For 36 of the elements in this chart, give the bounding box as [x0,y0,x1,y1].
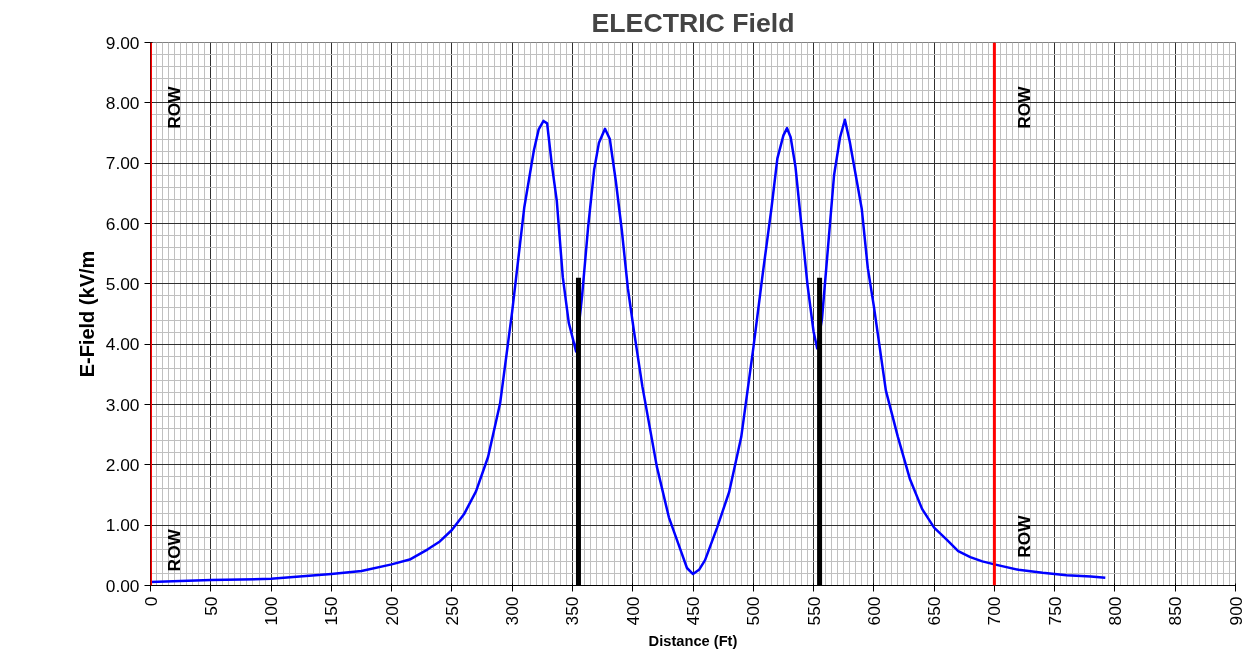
x-tick-label: 600 [863,596,884,626]
x-tick-label: 450 [683,596,703,626]
y-tick-label: 3.00 [105,394,140,415]
x-tick-label: 0 [140,596,161,607]
annotation: ROW [164,528,185,572]
y-tick-label: 8.00 [105,92,140,113]
y-tick-label: 2.00 [105,454,140,475]
x-tick-label: 150 [321,596,342,626]
chart-title: ELECTRIC Field [591,7,795,38]
annotation: ROW [1013,514,1034,558]
x-tick-label: 300 [502,596,523,626]
x-tick-label: 550 [803,596,824,626]
y-tick-label: 7.00 [105,153,140,174]
x-tick-label: 50 [200,596,221,616]
annotation: ROW [164,85,185,129]
y-tick-label: 5.00 [105,273,140,294]
x-tick-label: 350 [562,596,583,626]
x-tick-label: 650 [924,596,945,626]
y-tick-label: 9.00 [105,32,140,53]
x-axis-title: Distance (Ft) [648,633,738,650]
annotation: ROW [1013,85,1034,129]
y-tick-label: 6.00 [105,213,140,234]
y-tick-label: 1.00 [105,515,140,536]
x-tick-label: 850 [1165,596,1186,626]
y-tick-label: 0.00 [105,575,140,596]
x-tick-label: 500 [743,596,764,626]
x-tick-label: 200 [381,596,402,626]
x-tick-label: 800 [1104,596,1125,626]
x-tick-label: 750 [1044,596,1065,626]
y-tick-label: 4.00 [105,334,140,355]
x-tick-label: 700 [984,596,1005,626]
x-tick-label: 250 [441,596,462,626]
x-tick-label: 900 [1225,596,1246,626]
x-tick-label: 400 [622,596,643,626]
x-tick-label: 100 [261,596,282,626]
y-axis-title: E-Field (kV/m [75,250,98,378]
